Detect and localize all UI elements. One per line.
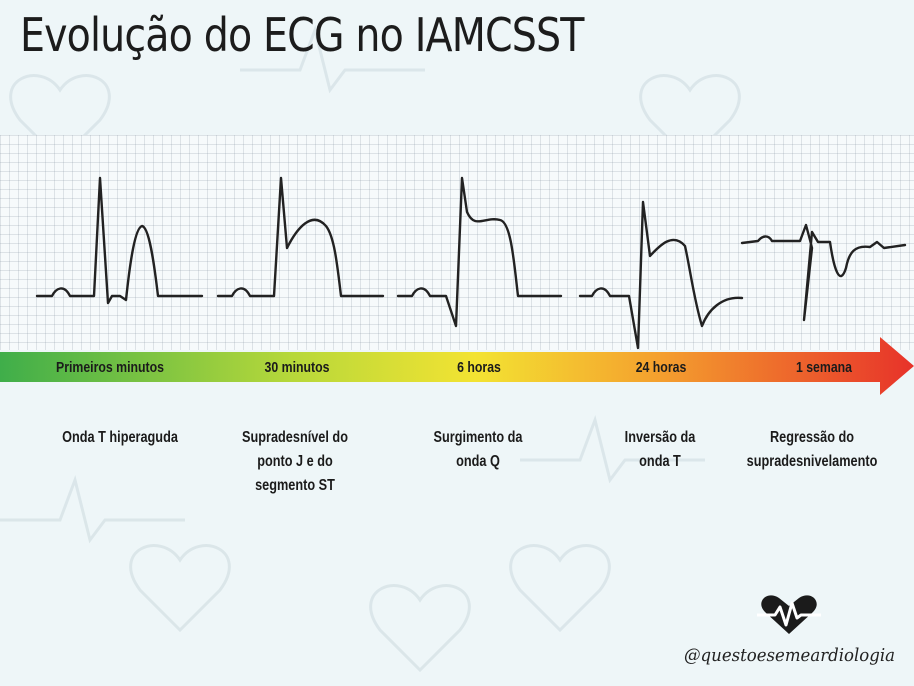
heart-ecg-icon	[757, 595, 821, 634]
ecg-traces	[35, 176, 907, 350]
timeline-label-1-week: 1 semana	[795, 359, 853, 376]
description-line: Surgimento da	[433, 429, 523, 446]
timeline-label-first-minutes: Primeiros minutos	[55, 359, 164, 376]
stage-description-hyperacute-t: Onda T hiperaguda	[38, 426, 202, 450]
description-line: segmento ST	[255, 477, 335, 494]
ecg-trace-t-inversion	[578, 200, 744, 350]
timeline-label-30-minutes: 30 minutos	[264, 359, 330, 376]
description-line: Inversão da	[624, 429, 696, 446]
ecg-trace-hyperacute-t	[35, 176, 204, 305]
description-line: onda T	[639, 453, 681, 470]
description-line: Supradesnível do	[242, 429, 348, 446]
description-line: ponto J e do	[257, 453, 333, 470]
timeline-label-6-hours: 6 horas	[457, 359, 501, 376]
ecg-trace-q-wave	[396, 176, 563, 328]
ecg-trace-st-regression	[740, 223, 907, 322]
page-title: Evolução do ECG no IAMCSST	[20, 8, 584, 62]
description-line: supradesnivelamento	[746, 453, 878, 470]
stage-description-st-elevation: Supradesnível do ponto J e do segmento S…	[213, 426, 377, 498]
stage-description-t-inversion: Inversão da onda T	[578, 426, 742, 474]
description-line: Onda T hiperaguda	[62, 429, 178, 446]
timeline-label-24-hours: 24 horas	[635, 359, 687, 376]
timeline-arrow	[0, 337, 914, 395]
description-line: Regressão do	[769, 429, 855, 446]
stage-description-q-wave: Surgimento da onda Q	[396, 426, 560, 474]
description-line: onda Q	[456, 453, 500, 470]
author-handle: @questoesemeardiologia	[684, 645, 896, 666]
stage-description-st-regression: Regressão do supradesnivelamento	[728, 426, 895, 474]
ecg-trace-st-elevation	[216, 176, 385, 298]
